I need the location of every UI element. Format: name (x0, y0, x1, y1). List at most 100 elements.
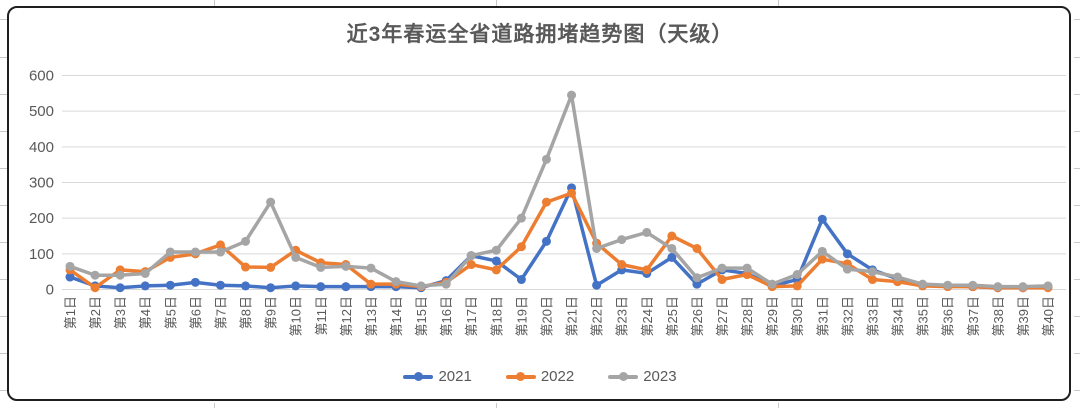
data-point-2022-day24[interactable] (642, 265, 652, 275)
data-point-2021-day5[interactable] (165, 280, 175, 290)
svg-text:第9日: 第9日 (264, 296, 279, 329)
data-point-2023-day37[interactable] (968, 280, 978, 290)
data-point-2022-day21[interactable] (567, 188, 577, 198)
data-point-2023-day34[interactable] (893, 272, 903, 282)
data-point-2023-day20[interactable] (541, 154, 551, 164)
data-point-2023-day14[interactable] (391, 277, 401, 287)
svg-text:第8日: 第8日 (239, 296, 254, 329)
data-point-2021-day12[interactable] (341, 282, 351, 292)
data-point-2023-day7[interactable] (215, 247, 225, 257)
data-point-2023-day33[interactable] (867, 267, 877, 277)
data-point-2022-day23[interactable] (617, 260, 627, 270)
data-point-2022-day30[interactable] (792, 281, 802, 291)
data-point-2022-day18[interactable] (491, 265, 501, 275)
data-point-2023-day38[interactable] (993, 282, 1003, 292)
data-point-2021-day3[interactable] (115, 283, 125, 293)
data-point-2022-day7[interactable] (215, 240, 225, 250)
svg-text:第39日: 第39日 (1016, 296, 1031, 336)
data-point-2022-day13[interactable] (366, 279, 376, 289)
data-point-2023-day12[interactable] (341, 261, 351, 271)
legend-item-2023[interactable]: 2023 (608, 368, 677, 385)
data-point-2021-day11[interactable] (316, 282, 326, 292)
data-point-2023-day8[interactable] (241, 236, 251, 246)
legend-item-2022[interactable]: 2022 (505, 368, 574, 385)
data-point-2023-day13[interactable] (366, 263, 376, 273)
data-point-2022-day20[interactable] (541, 197, 551, 207)
data-point-2023-day9[interactable] (266, 197, 276, 207)
data-point-2023-day17[interactable] (466, 251, 476, 261)
data-point-2023-day2[interactable] (90, 270, 100, 280)
svg-text:第28日: 第28日 (740, 296, 755, 336)
data-point-2023-day22[interactable] (592, 243, 602, 253)
data-point-2023-day40[interactable] (1043, 281, 1053, 291)
data-point-2022-day19[interactable] (516, 242, 526, 252)
series-line-2023[interactable] (65, 90, 1053, 292)
data-point-2023-day31[interactable] (817, 246, 827, 256)
data-point-2021-day4[interactable] (140, 281, 150, 291)
data-point-2023-day26[interactable] (692, 273, 702, 283)
data-point-2023-day19[interactable] (516, 213, 526, 223)
data-point-2023-day28[interactable] (742, 263, 752, 273)
svg-text:600: 600 (29, 68, 54, 85)
svg-text:500: 500 (29, 103, 54, 120)
data-point-2021-day6[interactable] (190, 277, 200, 287)
data-point-2022-day17[interactable] (466, 260, 476, 270)
svg-text:第7日: 第7日 (213, 296, 228, 329)
data-point-2023-day16[interactable] (441, 279, 451, 289)
data-point-2021-day19[interactable] (516, 275, 526, 285)
data-point-2022-day27[interactable] (717, 275, 727, 285)
svg-text:0: 0 (46, 282, 54, 299)
data-point-2021-day7[interactable] (215, 280, 225, 290)
data-point-2021-day25[interactable] (667, 252, 677, 262)
data-point-2023-day35[interactable] (918, 279, 928, 289)
series-line-2021[interactable] (65, 183, 1053, 293)
data-point-2022-day8[interactable] (241, 262, 251, 272)
data-point-2023-day32[interactable] (842, 264, 852, 274)
data-point-2023-day29[interactable] (767, 279, 777, 289)
data-point-2021-day8[interactable] (241, 281, 251, 291)
data-point-2022-day33[interactable] (867, 275, 877, 285)
data-point-2023-day24[interactable] (642, 227, 652, 237)
data-point-2022-day2[interactable] (90, 283, 100, 293)
data-point-2021-day22[interactable] (592, 280, 602, 290)
data-point-2023-day36[interactable] (943, 280, 953, 290)
data-point-2023-day5[interactable] (165, 247, 175, 257)
data-point-2023-day23[interactable] (617, 235, 627, 245)
data-point-2023-day3[interactable] (115, 270, 125, 280)
data-point-2023-day4[interactable] (140, 268, 150, 278)
svg-text:第30日: 第30日 (790, 296, 805, 336)
data-point-2021-day32[interactable] (842, 249, 852, 259)
svg-text:第20日: 第20日 (539, 296, 554, 336)
data-point-2023-day11[interactable] (316, 262, 326, 272)
data-point-2021-day26[interactable] (692, 279, 702, 289)
data-point-2021-day31[interactable] (817, 214, 827, 224)
data-point-2021-day18[interactable] (491, 256, 501, 266)
data-point-2022-day26[interactable] (692, 243, 702, 253)
data-point-2023-day1[interactable] (65, 261, 75, 271)
svg-text:第13日: 第13日 (364, 296, 379, 336)
data-point-2022-day9[interactable] (266, 262, 276, 272)
data-point-2023-day15[interactable] (416, 281, 426, 291)
data-point-2023-day39[interactable] (1018, 282, 1028, 292)
legend-item-2021[interactable]: 2021 (403, 368, 472, 385)
data-point-2023-day27[interactable] (717, 263, 727, 273)
data-point-2023-day10[interactable] (291, 252, 301, 262)
data-point-2021-day10[interactable] (291, 281, 301, 291)
data-point-2023-day30[interactable] (792, 270, 802, 280)
series-line-2022[interactable] (65, 188, 1053, 293)
chart-object-frame[interactable] (7, 6, 1071, 401)
data-point-2022-day31[interactable] (817, 254, 827, 264)
data-point-2023-day18[interactable] (491, 245, 501, 255)
data-point-2023-day6[interactable] (190, 247, 200, 257)
data-point-2022-day28[interactable] (742, 270, 752, 280)
data-point-2021-day9[interactable] (266, 283, 276, 293)
svg-text:第6日: 第6日 (188, 296, 203, 329)
data-point-2023-day21[interactable] (567, 90, 577, 100)
data-point-2021-day1[interactable] (65, 272, 75, 282)
gridlines (62, 75, 1066, 290)
data-point-2021-day20[interactable] (541, 236, 551, 246)
data-point-2022-day25[interactable] (667, 231, 677, 241)
data-point-2023-day25[interactable] (667, 243, 677, 253)
svg-text:第29日: 第29日 (765, 296, 780, 336)
